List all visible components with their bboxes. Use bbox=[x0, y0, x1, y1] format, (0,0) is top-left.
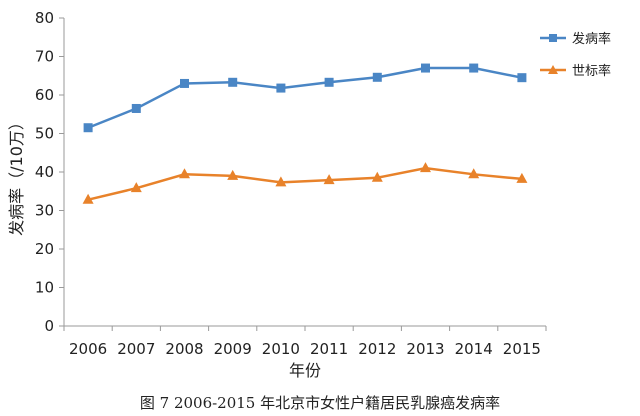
data-point-triangle bbox=[323, 174, 335, 185]
x-tick-label: 2009 bbox=[214, 340, 252, 358]
series-line bbox=[87, 166, 523, 201]
data-point-square bbox=[469, 63, 479, 73]
data-point-square bbox=[372, 72, 382, 82]
series-1 bbox=[83, 63, 527, 133]
data-point-triangle bbox=[516, 172, 528, 183]
data-point-square bbox=[131, 103, 141, 113]
data-point-square bbox=[276, 83, 286, 93]
x-tick-label: 2010 bbox=[262, 340, 300, 358]
series-line bbox=[87, 66, 523, 129]
legend-marker-triangle bbox=[548, 65, 558, 74]
data-point-triangle bbox=[130, 182, 142, 193]
y-tick-label: 0 bbox=[44, 317, 54, 335]
data-point-square bbox=[228, 77, 238, 87]
x-tick-label: 2014 bbox=[455, 340, 493, 358]
x-tick-label: 2015 bbox=[503, 340, 541, 358]
data-point-triangle bbox=[468, 168, 480, 179]
y-axis-title: 发病率（/10万） bbox=[7, 114, 26, 236]
x-tick-label: 2007 bbox=[117, 340, 155, 358]
data-point-square bbox=[421, 63, 430, 73]
x-tick-label: 2008 bbox=[165, 340, 203, 358]
data-point-triangle bbox=[275, 176, 287, 187]
y-tick-label: 10 bbox=[35, 279, 54, 297]
x-tick-label: 2012 bbox=[358, 340, 396, 358]
data-point-square bbox=[517, 73, 527, 83]
legend-marker-square bbox=[549, 34, 557, 42]
x-tick-label: 2006 bbox=[69, 340, 107, 358]
y-tick-label: 70 bbox=[35, 48, 54, 66]
legend-label: 发病率 bbox=[572, 31, 611, 47]
data-point-triangle bbox=[420, 162, 431, 173]
y-tick-label: 60 bbox=[35, 86, 54, 104]
data-point-triangle bbox=[179, 168, 190, 179]
x-axis-title: 年份 bbox=[289, 361, 321, 380]
x-tick-label: 2011 bbox=[310, 340, 348, 358]
series-2 bbox=[82, 162, 528, 204]
data-point-square bbox=[83, 123, 93, 133]
x-axis: 2006 2007 2008 2009 2010 2011 2012 2013 2014 2015 bbox=[63, 325, 547, 358]
data-point-square bbox=[180, 78, 189, 88]
y-axis: 0 10 20 30 40 50 60 70 80 bbox=[35, 9, 65, 335]
y-tick-label: 40 bbox=[35, 163, 54, 181]
data-point-triangle bbox=[371, 171, 383, 182]
x-tick-label: 2013 bbox=[406, 340, 444, 358]
data-point-triangle bbox=[227, 169, 239, 180]
y-tick-label: 20 bbox=[35, 240, 54, 258]
y-tick-label: 80 bbox=[35, 9, 54, 27]
data-point-square bbox=[324, 77, 334, 87]
y-tick-label: 30 bbox=[35, 202, 54, 220]
y-tick-label: 50 bbox=[35, 125, 54, 143]
series-layer bbox=[82, 63, 528, 204]
legend-label: 世标率 bbox=[572, 63, 611, 79]
figure-caption: 图 7 2006-2015 年北京市女性户籍居民乳腺癌发病率 bbox=[139, 394, 501, 412]
data-point-triangle bbox=[82, 193, 94, 204]
